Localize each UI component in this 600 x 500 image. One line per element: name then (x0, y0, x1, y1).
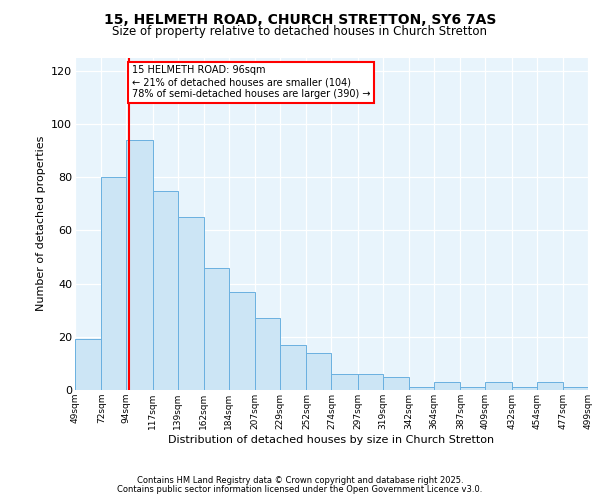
Bar (460, 388, 485, 390)
Bar (512, 388, 536, 390)
Bar (434, 382, 460, 390)
Text: 15 HELMETH ROAD: 96sqm
← 21% of detached houses are smaller (104)
78% of semi-de: 15 HELMETH ROAD: 96sqm ← 21% of detached… (132, 66, 371, 98)
Bar (331, 374, 358, 390)
Bar (204, 268, 229, 390)
Bar (152, 190, 178, 390)
Bar (280, 345, 307, 390)
Bar (255, 318, 280, 390)
Bar (229, 292, 255, 390)
Bar (383, 376, 409, 390)
Text: Size of property relative to detached houses in Church Stretton: Size of property relative to detached ho… (113, 25, 487, 38)
Bar (409, 388, 434, 390)
Text: Contains public sector information licensed under the Open Government Licence v3: Contains public sector information licen… (118, 485, 482, 494)
Bar (358, 374, 383, 390)
Bar (563, 388, 588, 390)
Bar (75, 340, 101, 390)
Bar (101, 177, 127, 390)
Bar (485, 382, 512, 390)
Text: 15, HELMETH ROAD, CHURCH STRETTON, SY6 7AS: 15, HELMETH ROAD, CHURCH STRETTON, SY6 7… (104, 12, 496, 26)
Bar (307, 353, 331, 390)
Bar (127, 140, 152, 390)
Bar (536, 382, 563, 390)
Bar (178, 217, 204, 390)
Text: Contains HM Land Registry data © Crown copyright and database right 2025.: Contains HM Land Registry data © Crown c… (137, 476, 463, 485)
X-axis label: Distribution of detached houses by size in Church Stretton: Distribution of detached houses by size … (169, 434, 494, 444)
Y-axis label: Number of detached properties: Number of detached properties (35, 136, 46, 312)
